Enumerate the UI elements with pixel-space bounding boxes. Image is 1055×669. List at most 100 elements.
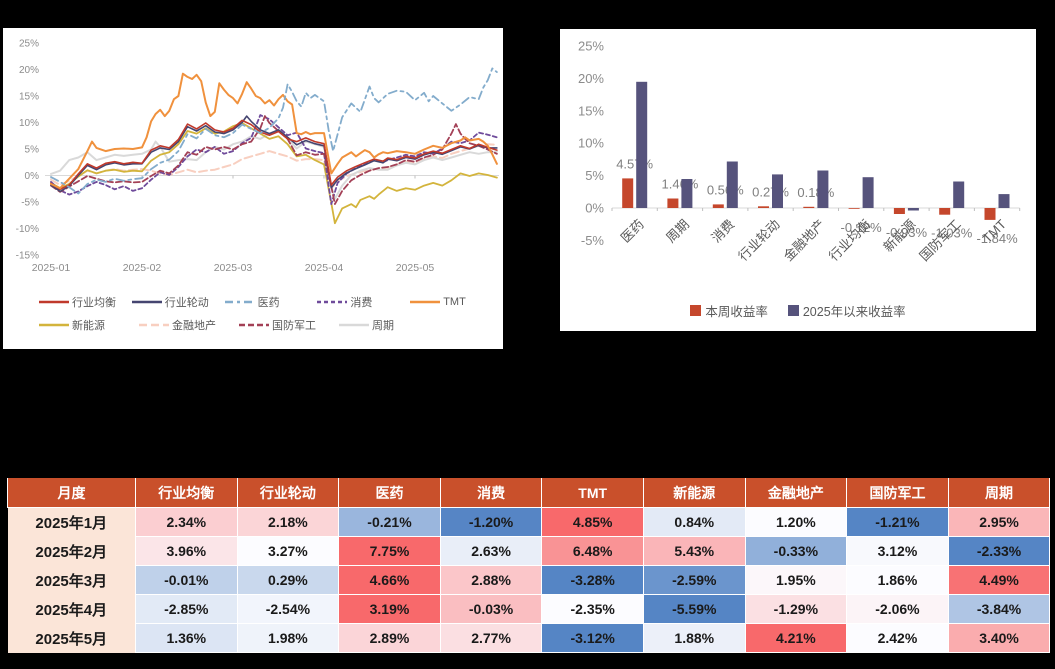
table-value-cell: 3.12%: [846, 536, 949, 566]
table-row: 2025年3月 -0.01% 0.29% 4.66% 2.88% -3.28% -2.59%…: [7, 565, 1051, 595]
legend-item-新能源: 新能源: [39, 317, 139, 333]
x-axis-tick-label: 2025-02: [123, 262, 162, 274]
table-value-cell: 4.21%: [744, 623, 848, 653]
table-value-cell: -3.84%: [947, 594, 1051, 624]
bar-value-label: -0.12%: [841, 220, 883, 235]
table-value-cell: -1.20%: [439, 507, 543, 537]
legend-item-周期: 周期: [339, 317, 439, 333]
bar-2025年以来收益率-医药: [636, 81, 648, 208]
y-axis-tick-label: 25%: [578, 39, 604, 54]
x-category-label: 周期: [663, 217, 692, 246]
x-category-label: 金融地产: [781, 217, 828, 264]
bar-2025年以来收益率-金融地产: [817, 170, 829, 208]
bar-本周收益率-行业轮动: [758, 206, 769, 208]
series-line-消费: [50, 114, 498, 205]
table-value-cell: -0.01%: [135, 565, 238, 595]
table-value-cell: -2.33%: [947, 536, 1051, 566]
table-value-cell: -0.21%: [338, 507, 441, 537]
bar-2025年以来收益率-TMT: [998, 194, 1010, 208]
table-row-label: 2025年5月: [7, 623, 136, 653]
bar-本周收益率-国防军工: [939, 208, 951, 215]
table-value-cell: 2.63%: [439, 536, 543, 566]
legend-label: 国防军工: [272, 320, 316, 332]
line-chart: 25% 20% 15% 10% 5% 0% -5% -10% -15%2025-01 2025-0…: [16, 39, 499, 274]
table-value-cell: -0.33%: [744, 536, 848, 566]
x-category-label: 医药: [618, 217, 647, 246]
bar-本周收益率-医药: [622, 178, 634, 208]
bar-value-label: 0.18%: [797, 185, 834, 200]
legend-line-swatch: [239, 323, 269, 327]
y-axis-tick-label: 25%: [19, 39, 39, 50]
y-axis-tick-label: 20%: [578, 71, 604, 86]
bar-value-label: -0.93%: [886, 225, 928, 240]
line-chart-legend: 行业均衡 行业轮动 医药 消费 TMT 新能源 金融地产 国防军工 周期: [3, 294, 503, 340]
table-value-cell: 1.20%: [744, 507, 848, 537]
sector-returns-bar-chart-panel: 25% 20% 15% 10% 5% 0% -5% 4.57% 1.46% 0.56% 0.27% 0…: [560, 29, 1036, 331]
table-row-label: 2025年3月: [7, 565, 136, 595]
series-line-国防军工: [50, 115, 498, 205]
legend-item-国防军工: 国防军工: [239, 317, 339, 333]
table-header-row: 月度 行业均衡 行业轮动 医药 消费 TMT 新能源 金融地产 国防军工 周期: [7, 478, 1051, 508]
table-value-cell: -2.59%: [642, 565, 746, 595]
legend-line-swatch: [39, 323, 69, 327]
table-value-cell: 6.48%: [541, 536, 644, 566]
table-row-label: 2025年1月: [7, 507, 136, 537]
legend-label: 新能源: [72, 320, 105, 332]
table-row-label: 2025年4月: [7, 594, 136, 624]
series-line-新能源: [50, 122, 498, 225]
y-axis-tick-label: 0%: [25, 171, 40, 182]
x-category-label-group: 医药: [618, 217, 647, 246]
bar-2025年以来收益率-行业轮动: [772, 174, 783, 208]
table-value-cell: 2.77%: [439, 623, 543, 653]
legend-line-swatch: [131, 300, 162, 304]
table-row: 2025年5月 1.36% 1.98% 2.89% 2.77% -3.12% 1.88% 4.…: [7, 623, 1051, 653]
bar-2025年以来收益率-新能源: [907, 208, 919, 211]
bar-value-label: 4.57%: [616, 156, 653, 171]
table-value-cell: -3.12%: [541, 623, 644, 653]
table-value-cell: 2.34%: [135, 507, 238, 537]
x-axis-tick-label: 2025-05: [396, 262, 435, 274]
y-axis-tick-label: 10%: [578, 136, 604, 151]
table-header-cell: 国防军工: [846, 478, 949, 508]
bar-value-label: 0.56%: [707, 182, 744, 197]
table-value-cell: 0.84%: [642, 507, 746, 537]
legend-line-swatch: [339, 323, 369, 327]
bar-value-label: 1.46%: [662, 177, 699, 192]
bar-本周收益率-TMT: [984, 208, 996, 220]
table-header-cell: 行业轮动: [236, 478, 340, 508]
bar-chart: 25% 20% 15% 10% 5% 0% -5% 4.57% 1.46% 0.56% 0.27% 0…: [578, 39, 1021, 264]
x-category-label-group: 消费: [708, 217, 737, 246]
y-axis-tick-label: 20%: [19, 65, 39, 76]
y-axis-tick-label: 15%: [578, 103, 604, 118]
table-value-cell: 4.66%: [338, 565, 441, 595]
legend-line-swatch: [139, 323, 169, 327]
y-axis-tick-label: -5%: [581, 233, 605, 248]
table-value-cell: 3.27%: [236, 536, 340, 566]
y-axis-tick-label: -10%: [16, 224, 39, 235]
legend-line-swatch: [410, 300, 441, 304]
bar-value-label: 0.27%: [752, 184, 789, 199]
bar-本周收益率-行业均衡: [848, 208, 860, 209]
legend-label: 医药: [257, 297, 280, 309]
table-header-cell: 金融地产: [744, 478, 848, 508]
x-category-label-group: 金融地产: [781, 217, 828, 264]
table-header-cell: TMT: [541, 478, 644, 508]
legend-label: 2025年以来收益率: [802, 305, 906, 319]
table-header-cell: 新能源: [642, 478, 746, 508]
bar-chart-legend: 本周收益率 2025年以来收益率: [560, 301, 1036, 320]
table-value-cell: 4.85%: [541, 507, 644, 537]
legend-item-行业均衡: 行业均衡: [39, 294, 132, 310]
table-row: 2025年1月 2.34% 2.18% -0.21% -1.20% 4.85% 0.84% 1…: [7, 507, 1051, 537]
table-header-cell: 医药: [338, 478, 441, 508]
legend-item-TMT: TMT: [410, 294, 503, 310]
table-value-cell: -2.06%: [846, 594, 949, 624]
table-value-cell: 1.86%: [846, 565, 949, 595]
table-value-cell: 2.95%: [947, 507, 1051, 537]
bar-本周收益率-消费: [712, 204, 724, 208]
series-line-行业均衡: [50, 119, 498, 191]
y-axis-tick-label: 5%: [585, 168, 604, 183]
y-axis-tick-label: 5%: [25, 145, 40, 156]
x-category-label-group: 周期: [663, 217, 692, 246]
table-value-cell: 1.98%: [236, 623, 340, 653]
